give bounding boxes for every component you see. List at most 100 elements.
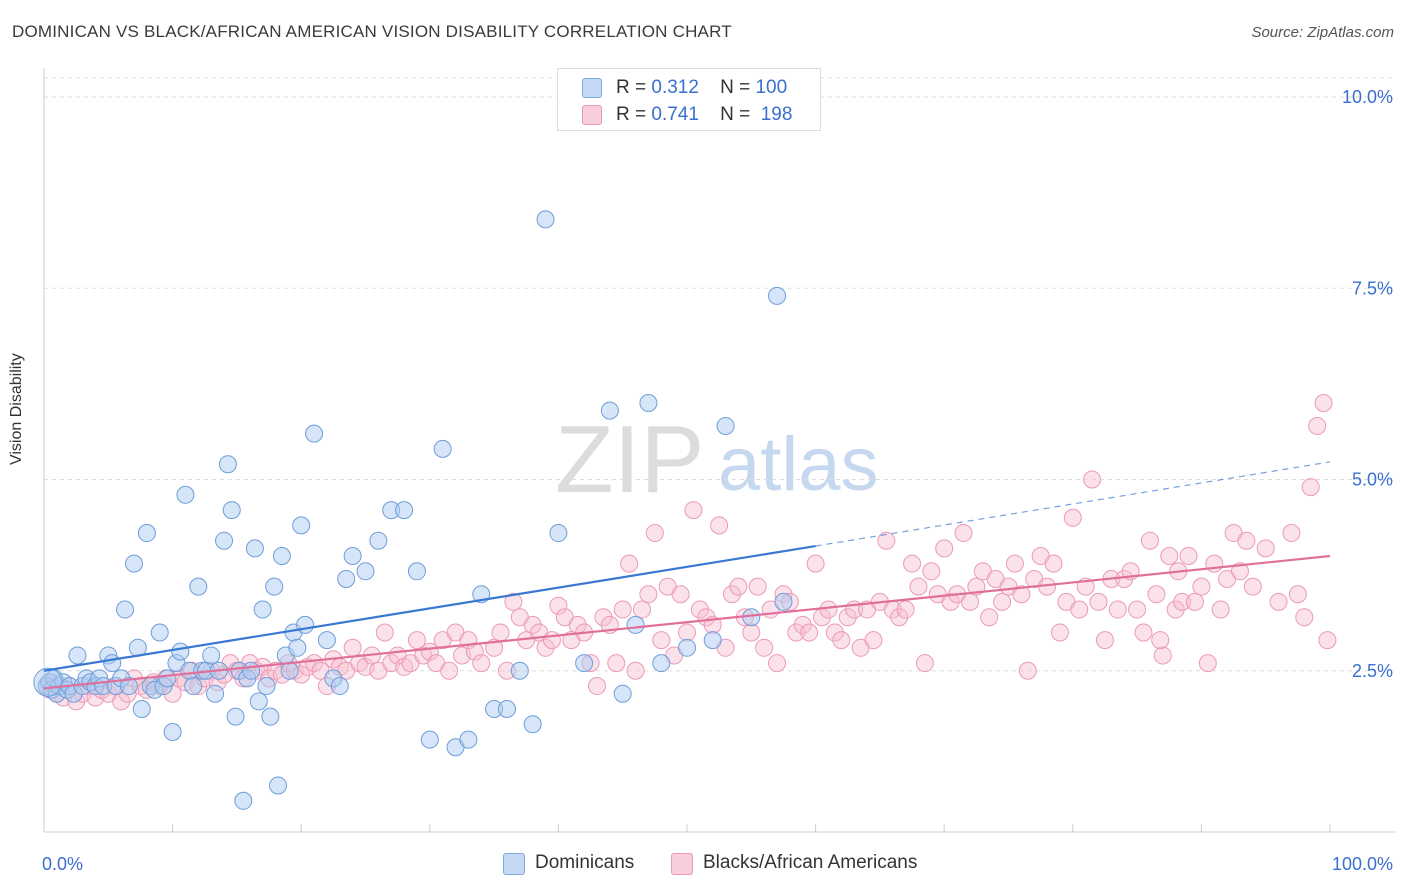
data-point-dominicans (33, 667, 63, 697)
data-point-dominicans (369, 531, 388, 550)
data-point-blacks (305, 654, 324, 673)
data-point-blacks (1089, 592, 1108, 611)
data-point-blacks (993, 592, 1012, 611)
data-point-dominicans (523, 715, 542, 734)
data-point-blacks (504, 592, 523, 611)
data-point-blacks (652, 631, 671, 650)
data-point-blacks (1256, 539, 1275, 558)
watermark: ZIP atlas (555, 406, 879, 513)
data-point-dominicans (265, 577, 284, 596)
data-point-blacks (671, 585, 690, 604)
data-point-blacks (626, 661, 645, 680)
x-tick-label: 0.0% (42, 854, 83, 874)
data-point-blacks (678, 623, 696, 642)
bottom-legend-swatch-pink (671, 853, 693, 875)
data-point-dominicans (497, 700, 516, 718)
data-point-blacks (639, 585, 658, 604)
data-point-dominicans (768, 286, 787, 305)
data-point-dominicans (288, 638, 307, 657)
data-point-dominicans (253, 600, 272, 619)
legend-r-label: R = (616, 77, 647, 98)
data-point-blacks (832, 631, 851, 650)
data-point-dominicans (158, 669, 177, 688)
data-point-dominicans (292, 516, 311, 535)
data-point-blacks (967, 577, 986, 596)
legend-n-label: N = (720, 77, 751, 98)
data-point-blacks (1237, 531, 1256, 550)
data-point-dominicans (613, 684, 632, 703)
data-point-blacks (620, 554, 639, 573)
data-point-dominicans (510, 661, 529, 680)
data-point-dominicans (716, 416, 735, 435)
data-point-blacks (542, 631, 561, 650)
data-point-dominicans (280, 661, 299, 680)
data-point-dominicans (206, 684, 225, 703)
data-point-dominicans (420, 730, 439, 749)
data-point-blacks (613, 600, 632, 619)
data-point-blacks (491, 623, 510, 642)
data-point-dominicans (226, 707, 245, 726)
watermark-zip: ZIP (555, 406, 704, 513)
data-point-dominicans (249, 692, 268, 711)
data-point-dominicans (549, 524, 568, 543)
data-point-dominicans (222, 501, 241, 520)
data-point-blacks (1134, 623, 1153, 642)
data-point-blacks (793, 615, 812, 634)
data-point-blacks (800, 623, 819, 642)
data-point-dominicans (269, 776, 288, 795)
data-point-blacks (954, 524, 973, 543)
data-point-blacks (407, 631, 426, 650)
data-point-dominicans (330, 677, 349, 696)
data-point-dominicans (103, 654, 122, 673)
data-point-blacks (1269, 592, 1288, 611)
legend-r-value: 0.741 (651, 104, 699, 125)
legend-r-label: R = (616, 104, 647, 125)
bottom-legend-label: Blacks/African Americans (703, 852, 918, 873)
data-point-blacks (890, 608, 909, 627)
data-point-dominicans (296, 615, 315, 634)
data-point-blacks (684, 501, 703, 520)
data-point-blacks (710, 516, 729, 535)
trend-line-blacks (43, 554, 1331, 690)
data-point-dominicans (218, 455, 237, 474)
data-point-blacks (1153, 646, 1172, 665)
data-point-blacks (1192, 577, 1211, 596)
y-tick-label: 5.0% (1352, 470, 1393, 490)
trend-line-dominicans (43, 544, 816, 672)
data-point-dominicans (68, 646, 87, 665)
legend-swatch-pink (582, 105, 602, 125)
series-dominicans-points (33, 210, 793, 810)
data-point-blacks (1185, 592, 1204, 611)
data-point-blacks (1198, 654, 1217, 673)
data-point-blacks (980, 608, 999, 627)
source-label: Source: ZipAtlas.com (1251, 24, 1394, 41)
data-point-dominicans (116, 600, 135, 619)
data-point-dominicans (132, 700, 151, 718)
data-point-blacks (1128, 600, 1147, 619)
data-point-blacks (1147, 585, 1166, 604)
data-point-dominicans (639, 394, 658, 412)
data-point-dominicans (317, 631, 336, 650)
data-point-dominicans (184, 677, 203, 696)
data-point-blacks (1018, 661, 1037, 680)
bottom-legend-swatch-blue (503, 853, 525, 875)
data-point-blacks (1063, 508, 1082, 527)
data-point-blacks (819, 600, 838, 619)
data-point-blacks (1012, 585, 1031, 604)
data-point-blacks (472, 654, 491, 673)
data-point-blacks (1173, 592, 1192, 611)
data-point-blacks (742, 623, 761, 642)
data-point-dominicans (119, 677, 138, 696)
data-point-blacks (864, 631, 883, 650)
data-point-dominicans (407, 562, 426, 581)
data-point-dominicans (536, 210, 555, 229)
data-point-blacks (1243, 577, 1262, 596)
data-point-blacks (1140, 531, 1159, 550)
data-point-dominicans (261, 707, 280, 726)
data-point-blacks (1314, 394, 1333, 412)
data-point-blacks (1282, 524, 1301, 543)
data-point-dominicans (343, 547, 362, 565)
data-point-blacks (1179, 547, 1198, 565)
tick-labels: 2.5% 5.0% 7.5% 10.0% 0.0% 100.0% (42, 87, 1393, 874)
data-point-dominicans (245, 539, 264, 558)
